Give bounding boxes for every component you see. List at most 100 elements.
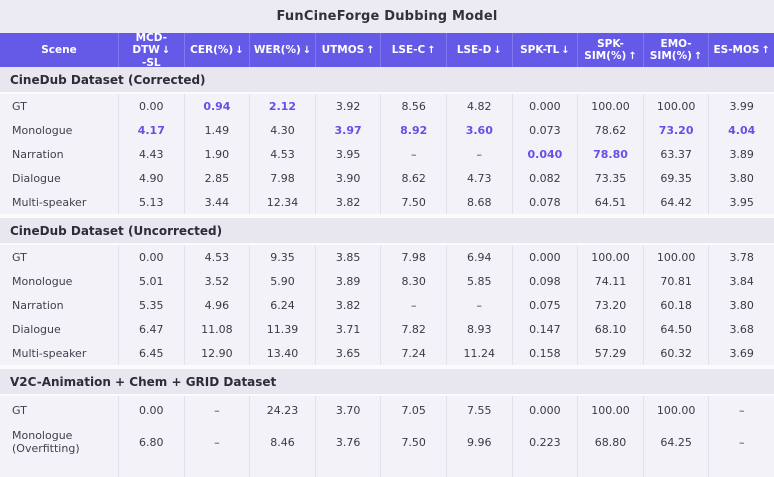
metric-cell: 3.44 [183, 190, 250, 214]
column-header-label: WER(%) ↓ [253, 43, 312, 56]
metric-cell: 3.60 [445, 118, 512, 142]
metric-cell: 6.94 [445, 245, 512, 269]
column-header-label: MCD-DTW ↓ -SL [132, 31, 171, 69]
sort-down-icon: ↓ [235, 44, 244, 56]
metric-cell: 6.24 [249, 293, 315, 317]
metric-cell: 1.90 [183, 142, 250, 166]
metric-cell: 3.95 [314, 142, 381, 166]
scene-cell: GT [0, 396, 118, 424]
page-title: FunCineForge Dubbing Model [276, 9, 498, 24]
metric-cell: 0.00 [118, 94, 184, 118]
metric-cell: 100.00 [577, 94, 643, 118]
metric-cell: 68.80 [577, 424, 643, 460]
metric-cell: 3.78 [708, 245, 774, 269]
column-header-label: SPK-TL ↓ [520, 43, 570, 56]
metric-cell: 6.45 [118, 341, 184, 365]
filler-cell [314, 460, 381, 477]
metric-cell: 73.35 [577, 166, 643, 190]
metric-cell: 60.18 [642, 293, 709, 317]
column-header-spk-sim: SPK-SIM(%) ↑ [577, 33, 643, 67]
filler-cell [0, 460, 118, 477]
metric-cell: 0.000 [511, 396, 578, 424]
metric-cell: 4.96 [183, 293, 250, 317]
scene-cell: Narration [0, 293, 118, 317]
column-header-cer: CER(%) ↓ [183, 33, 250, 67]
metric-cell: – [380, 293, 446, 317]
metric-cell: 100.00 [577, 396, 643, 424]
column-header-emo-sim: EMO-SIM(%) ↑ [642, 33, 709, 67]
metric-cell: 12.34 [249, 190, 315, 214]
metric-cell: 7.50 [380, 190, 446, 214]
metric-cell: 9.35 [249, 245, 315, 269]
metric-cell: 3.92 [314, 94, 381, 118]
sort-up-icon: ↑ [366, 44, 375, 56]
metric-cell: 4.90 [118, 166, 184, 190]
sort-down-icon: ↓ [161, 44, 171, 56]
metric-cell: 3.82 [314, 190, 381, 214]
metric-cell: 8.62 [380, 166, 446, 190]
column-header-scene: Scene [0, 33, 118, 67]
metric-cell: 7.55 [445, 396, 512, 424]
filler-cell [445, 460, 512, 477]
metric-cell: 73.20 [642, 118, 709, 142]
sort-up-icon: ↑ [693, 50, 703, 62]
filler-cell [249, 460, 315, 477]
metric-cell: 0.000 [511, 245, 578, 269]
metric-cell: 60.32 [642, 341, 709, 365]
metric-cell: 3.99 [708, 94, 774, 118]
metric-cell: 64.50 [642, 317, 709, 341]
metric-cell: 3.82 [314, 293, 381, 317]
metric-cell: 69.35 [642, 166, 709, 190]
metric-cell: – [183, 424, 250, 460]
metric-cell: 0.94 [183, 94, 250, 118]
metric-cell: 3.89 [708, 142, 774, 166]
metric-cell: 7.05 [380, 396, 446, 424]
metric-cell: 4.53 [249, 142, 315, 166]
metric-cell: 78.62 [577, 118, 643, 142]
metric-cell: 100.00 [577, 245, 643, 269]
column-header-label: LSE-D ↓ [456, 43, 502, 56]
section-title: CineDub Dataset (Corrected) [0, 67, 774, 94]
column-header-label: EMO-SIM(%) ↑ [649, 37, 703, 62]
metric-cell: 0.00 [118, 245, 184, 269]
sort-down-icon: ↓ [493, 44, 502, 56]
metric-cell: 9.96 [445, 424, 512, 460]
scene-cell: Multi-speaker [0, 341, 118, 365]
metric-cell: 100.00 [642, 245, 709, 269]
metric-cell: 0.082 [511, 166, 578, 190]
filler-cell [577, 460, 643, 477]
metric-cell: 3.90 [314, 166, 381, 190]
column-header-lse-c: LSE-C ↑ [380, 33, 446, 67]
metric-cell: 4.43 [118, 142, 184, 166]
column-header-utmos: UTMOS ↑ [314, 33, 381, 67]
metric-cell: 2.85 [183, 166, 250, 190]
column-header-wer: WER(%) ↓ [249, 33, 315, 67]
metric-cell: 3.65 [314, 341, 381, 365]
metric-cell: – [445, 142, 512, 166]
metric-cell: 5.85 [445, 269, 512, 293]
metric-cell: 4.30 [249, 118, 315, 142]
metric-cell: 100.00 [642, 94, 709, 118]
metric-cell: 78.80 [577, 142, 643, 166]
metric-cell: 3.80 [708, 166, 774, 190]
filler-cell [183, 460, 250, 477]
scene-cell: Narration [0, 142, 118, 166]
metric-cell: 5.35 [118, 293, 184, 317]
metric-cell: – [380, 142, 446, 166]
filler-cell [511, 460, 578, 477]
scene-cell: Monologue [0, 118, 118, 142]
scene-cell: Monologue [0, 269, 118, 293]
metric-cell: 3.68 [708, 317, 774, 341]
metric-cell: 0.000 [511, 94, 578, 118]
metric-cell: 7.98 [249, 166, 315, 190]
section-title: V2C-Animation + Chem + GRID Dataset [0, 365, 774, 396]
metric-cell: 7.50 [380, 424, 446, 460]
metric-cell: 2.12 [249, 94, 315, 118]
scene-cell: Dialogue [0, 166, 118, 190]
metric-cell: 3.80 [708, 293, 774, 317]
metric-cell: 3.69 [708, 341, 774, 365]
metric-cell: 8.56 [380, 94, 446, 118]
metric-cell: 8.92 [380, 118, 446, 142]
scene-cell: GT [0, 94, 118, 118]
metric-cell: 13.40 [249, 341, 315, 365]
